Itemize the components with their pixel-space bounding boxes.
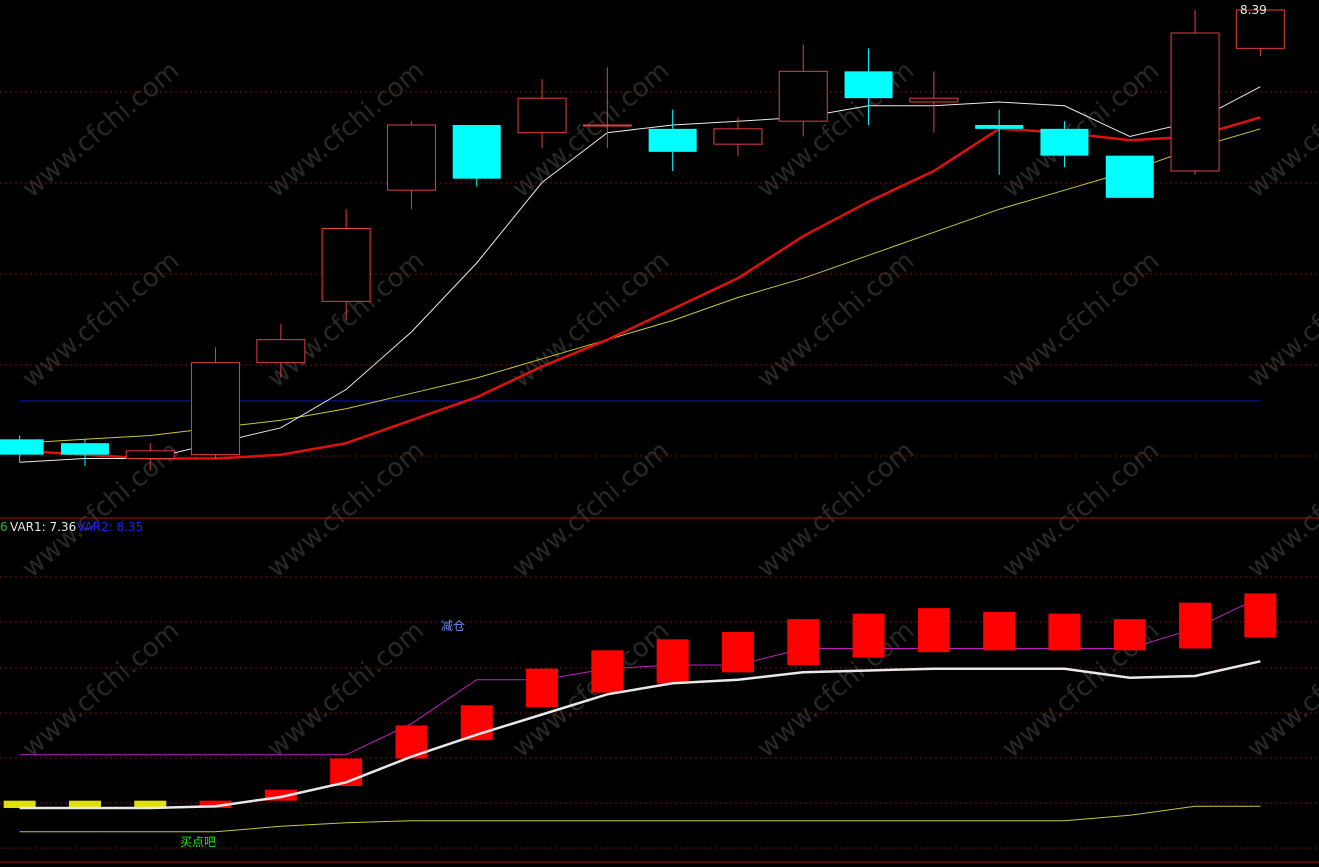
candle-body bbox=[191, 362, 241, 456]
legend-var1: VAR1: 7.36 bbox=[10, 520, 76, 534]
watermark-text: www.cfchi.com bbox=[262, 436, 431, 584]
indicator-bar bbox=[264, 789, 297, 801]
indicator-bar bbox=[721, 632, 754, 673]
watermark-text: www.cfchi.com bbox=[752, 436, 921, 584]
candle-body bbox=[1040, 128, 1089, 156]
candle-body bbox=[517, 97, 567, 134]
candle-body bbox=[713, 128, 763, 145]
watermark-text: www.cfchi.com bbox=[752, 246, 921, 394]
candle bbox=[975, 109, 1024, 175]
watermark-text: www.cfchi.com bbox=[17, 616, 186, 764]
candle-body bbox=[256, 339, 306, 364]
indicator-bar bbox=[526, 668, 559, 708]
candle bbox=[582, 67, 632, 148]
watermark-text: www.cfchi.com bbox=[997, 436, 1166, 584]
indicator-bar bbox=[656, 639, 689, 684]
indicator-bar bbox=[1113, 619, 1146, 651]
watermark-text: www.cfchi.com bbox=[1242, 616, 1319, 764]
candle bbox=[1105, 155, 1154, 198]
indicator-bar bbox=[1244, 593, 1277, 638]
candle-body bbox=[1235, 9, 1285, 49]
indicator-bar bbox=[199, 800, 232, 808]
candle-body bbox=[452, 125, 501, 179]
indicator-bar bbox=[983, 611, 1016, 651]
candle bbox=[125, 443, 175, 470]
watermark-text: www.cfchi.com bbox=[507, 436, 676, 584]
candle bbox=[713, 117, 763, 156]
watermark-text: www.cfchi.com bbox=[1242, 246, 1319, 394]
indicator-bar bbox=[1048, 613, 1081, 651]
candle bbox=[778, 44, 828, 137]
watermark-text: www.cfchi.com bbox=[997, 246, 1166, 394]
indicator-bar bbox=[1179, 602, 1212, 649]
candle-body bbox=[321, 228, 371, 302]
legend-var2: VAR2: 8.35 bbox=[77, 520, 143, 534]
indicator-panel bbox=[3, 593, 1277, 833]
watermark-text: www.cfchi.com bbox=[1242, 436, 1319, 584]
candle-body bbox=[844, 71, 893, 99]
candle-body bbox=[386, 124, 436, 191]
candle-body bbox=[909, 97, 959, 103]
candle-body bbox=[778, 70, 828, 122]
candle bbox=[909, 71, 959, 133]
candle-body bbox=[125, 450, 175, 460]
candle bbox=[321, 209, 371, 321]
candle-body bbox=[582, 124, 632, 127]
watermark-text: www.cfchi.com bbox=[17, 56, 186, 204]
watermark-text: www.cfchi.com bbox=[1242, 56, 1319, 204]
watermark-text: www.cfchi.com bbox=[17, 246, 186, 394]
indicator-bar bbox=[852, 613, 885, 658]
candle-body bbox=[1105, 155, 1154, 198]
candle bbox=[191, 347, 241, 459]
indicator-bar bbox=[68, 800, 101, 808]
candle bbox=[1040, 121, 1089, 168]
lower-band-line bbox=[19, 805, 1261, 833]
candle bbox=[844, 48, 893, 125]
candle bbox=[648, 109, 697, 171]
candle-body bbox=[0, 439, 44, 455]
indicator-bar bbox=[917, 608, 950, 653]
candle bbox=[386, 121, 436, 210]
buy-signal-label: 买点吧 bbox=[180, 835, 216, 849]
candle-body bbox=[60, 443, 109, 455]
max-price-label: 8.39 bbox=[1240, 3, 1267, 17]
indicator-bar bbox=[591, 650, 624, 693]
candle bbox=[1235, 9, 1285, 56]
candle bbox=[0, 435, 44, 463]
sell-signal-label: 减仓 bbox=[441, 619, 465, 633]
candle-body bbox=[648, 128, 697, 152]
indicator-bar bbox=[3, 800, 36, 808]
candle-body bbox=[1170, 32, 1220, 172]
watermark-text: www.cfchi.com bbox=[752, 616, 921, 764]
main-price-panel bbox=[0, 9, 1285, 470]
watermark-text: www.cfchi.com bbox=[752, 56, 921, 204]
indicator-bar bbox=[134, 800, 167, 808]
candle bbox=[517, 79, 567, 148]
candle bbox=[256, 324, 306, 378]
candle-body bbox=[975, 125, 1024, 129]
candle bbox=[60, 439, 109, 467]
legend-prefix: 6 bbox=[0, 520, 8, 534]
candle bbox=[1170, 10, 1220, 175]
var1-line bbox=[19, 660, 1261, 810]
indicator-bar bbox=[787, 619, 820, 665]
candle bbox=[452, 125, 501, 187]
grid-lines bbox=[0, 91, 1319, 863]
